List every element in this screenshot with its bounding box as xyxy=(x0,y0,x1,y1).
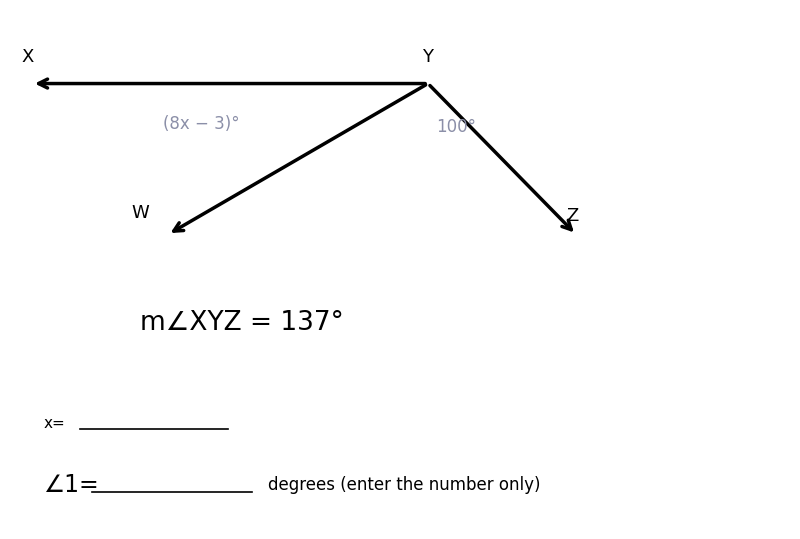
Text: W: W xyxy=(131,204,149,222)
Text: 100°: 100° xyxy=(436,118,476,136)
Text: ∠1=: ∠1= xyxy=(44,473,100,497)
Text: Z: Z xyxy=(566,206,578,225)
Text: m∠XYZ = 137°: m∠XYZ = 137° xyxy=(140,310,344,336)
Text: (8x − 3)°: (8x − 3)° xyxy=(163,115,240,133)
Text: Y: Y xyxy=(422,47,434,66)
Text: X: X xyxy=(22,47,34,66)
Text: degrees (enter the number only): degrees (enter the number only) xyxy=(268,476,541,494)
Text: x=: x= xyxy=(44,416,66,431)
